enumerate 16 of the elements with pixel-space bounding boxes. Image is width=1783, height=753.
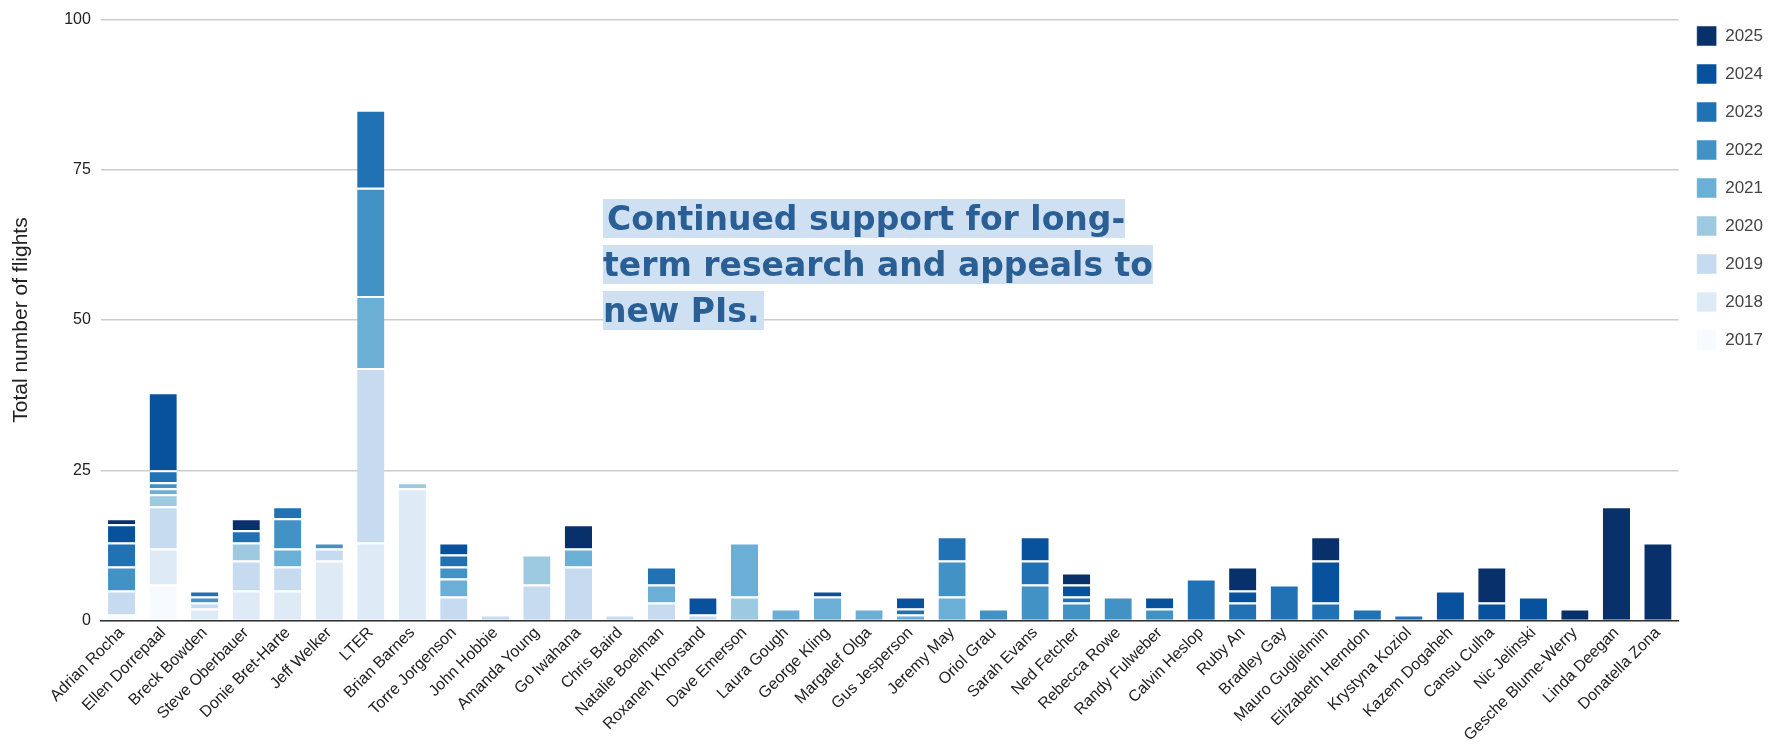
legend-label: 2023 <box>1725 101 1764 121</box>
legend-label: 2022 <box>1725 139 1764 159</box>
legend-label: 2025 <box>1725 25 1764 45</box>
y-tick-label: 50 <box>73 310 91 328</box>
y-tick-label: 100 <box>64 10 91 28</box>
y-axis-title: Total number of flights <box>8 217 32 423</box>
legend-label: 2020 <box>1725 215 1764 235</box>
legend-label: 2019 <box>1725 253 1764 273</box>
annotation: Continued support for long-term research and appeals to new PIs. <box>603 199 1153 330</box>
legend-label: 2021 <box>1725 177 1764 197</box>
y-tick-label: 75 <box>73 160 91 178</box>
legend-label: 2024 <box>1725 63 1764 83</box>
legend-label: 2017 <box>1725 329 1764 349</box>
y-tick-label: 25 <box>73 460 91 478</box>
legend-label: 2018 <box>1725 291 1764 311</box>
y-tick-label: 0 <box>81 610 91 628</box>
